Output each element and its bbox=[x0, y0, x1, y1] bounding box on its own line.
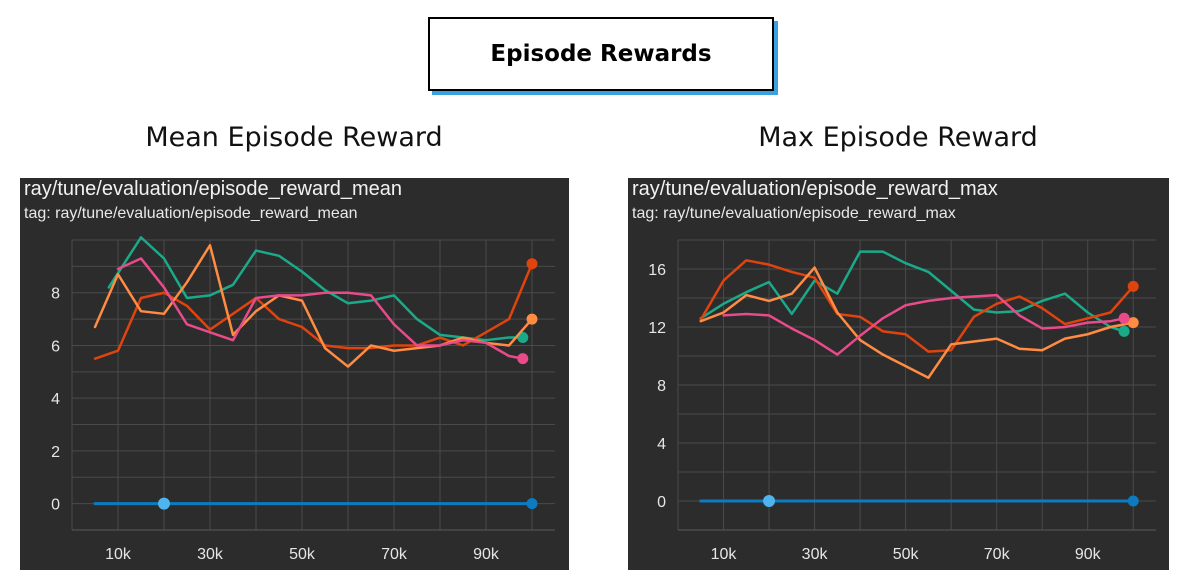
y-tick-label: 8 bbox=[51, 286, 60, 303]
series-0 bbox=[699, 250, 1130, 337]
x-tick-label: 90k bbox=[1075, 546, 1102, 563]
series-end-point bbox=[1127, 495, 1139, 507]
series-2 bbox=[699, 266, 1139, 379]
mean-panel-caption: Mean Episode Reward bbox=[145, 122, 443, 153]
grid-lines bbox=[71, 239, 555, 531]
x-tick-label: 30k bbox=[802, 546, 829, 563]
grid-lines bbox=[677, 239, 1156, 531]
series-1 bbox=[93, 258, 538, 360]
x-tick-label: 10k bbox=[105, 546, 132, 563]
y-tick-label: 8 bbox=[657, 378, 666, 395]
max-panel-caption: Max Episode Reward bbox=[758, 122, 1038, 153]
y-tick-label: 16 bbox=[648, 262, 666, 279]
mean-reward-chart-card: 0 2 4 6 8 10k 30k 50k 70k 90k ray/tune/evaluation… bbox=[20, 178, 569, 570]
mean-reward-chart: 0 2 4 6 8 10k 30k 50k 70k 90k bbox=[51, 236, 555, 563]
chart-title: ray/tune/evaluation/episode_reward_mean bbox=[24, 178, 403, 200]
series-3 bbox=[116, 257, 529, 365]
y-tick-label: 6 bbox=[51, 338, 60, 355]
series-line bbox=[93, 262, 534, 360]
x-tick-label: 50k bbox=[289, 546, 316, 563]
chart-tag: tag: ray/tune/evaluation/episode_reward_… bbox=[632, 205, 956, 222]
series-1 bbox=[699, 259, 1139, 353]
y-tick-label: 2 bbox=[51, 444, 60, 461]
series-end-point bbox=[517, 332, 529, 344]
series-end-point bbox=[526, 313, 538, 325]
chart-title: ray/tune/evaluation/episode_reward_max bbox=[632, 178, 998, 200]
y-tick-label: 12 bbox=[648, 320, 666, 337]
series-end-point bbox=[1127, 280, 1139, 292]
series-end-point bbox=[526, 258, 538, 270]
series-2 bbox=[93, 244, 538, 368]
y-tick-label: 4 bbox=[657, 436, 666, 453]
max-reward-chart-card: 0 4 8 12 16 10k 30k 50k 70k 90k ray/tune/evaluati… bbox=[628, 178, 1169, 570]
x-tick-label: 10k bbox=[711, 546, 738, 563]
series-end-point bbox=[1118, 325, 1130, 337]
x-tick-label: 70k bbox=[984, 546, 1011, 563]
page-title: Episode Rewards bbox=[428, 17, 774, 91]
x-tick-label: 30k bbox=[197, 546, 224, 563]
x-tick-label: 50k bbox=[893, 546, 920, 563]
series-line bbox=[699, 266, 1135, 379]
hover-cursor-point[interactable] bbox=[763, 495, 776, 507]
series-4 bbox=[93, 497, 538, 510]
series-end-point bbox=[517, 353, 529, 365]
series-end-point bbox=[1118, 312, 1130, 324]
series-3 bbox=[722, 293, 1130, 356]
series-end-point bbox=[1127, 317, 1139, 329]
series-line bbox=[93, 244, 534, 368]
series-line bbox=[722, 293, 1126, 356]
series-line bbox=[699, 259, 1135, 353]
max-reward-chart: 0 4 8 12 16 10k 30k 50k 70k 90k bbox=[648, 239, 1156, 563]
series-0 bbox=[107, 236, 529, 344]
series-line bbox=[116, 257, 525, 360]
series-end-point bbox=[526, 498, 538, 510]
series-4 bbox=[699, 495, 1139, 507]
x-tick-label: 70k bbox=[381, 546, 408, 563]
series-line bbox=[699, 250, 1126, 333]
x-tick-label: 90k bbox=[473, 546, 500, 563]
y-tick-label: 0 bbox=[657, 494, 666, 511]
y-tick-label: 4 bbox=[51, 391, 60, 408]
hover-cursor-point[interactable] bbox=[158, 497, 170, 510]
chart-tag: tag: ray/tune/evaluation/episode_reward_… bbox=[24, 205, 358, 222]
series-line bbox=[107, 236, 525, 342]
y-tick-label: 0 bbox=[51, 497, 60, 514]
